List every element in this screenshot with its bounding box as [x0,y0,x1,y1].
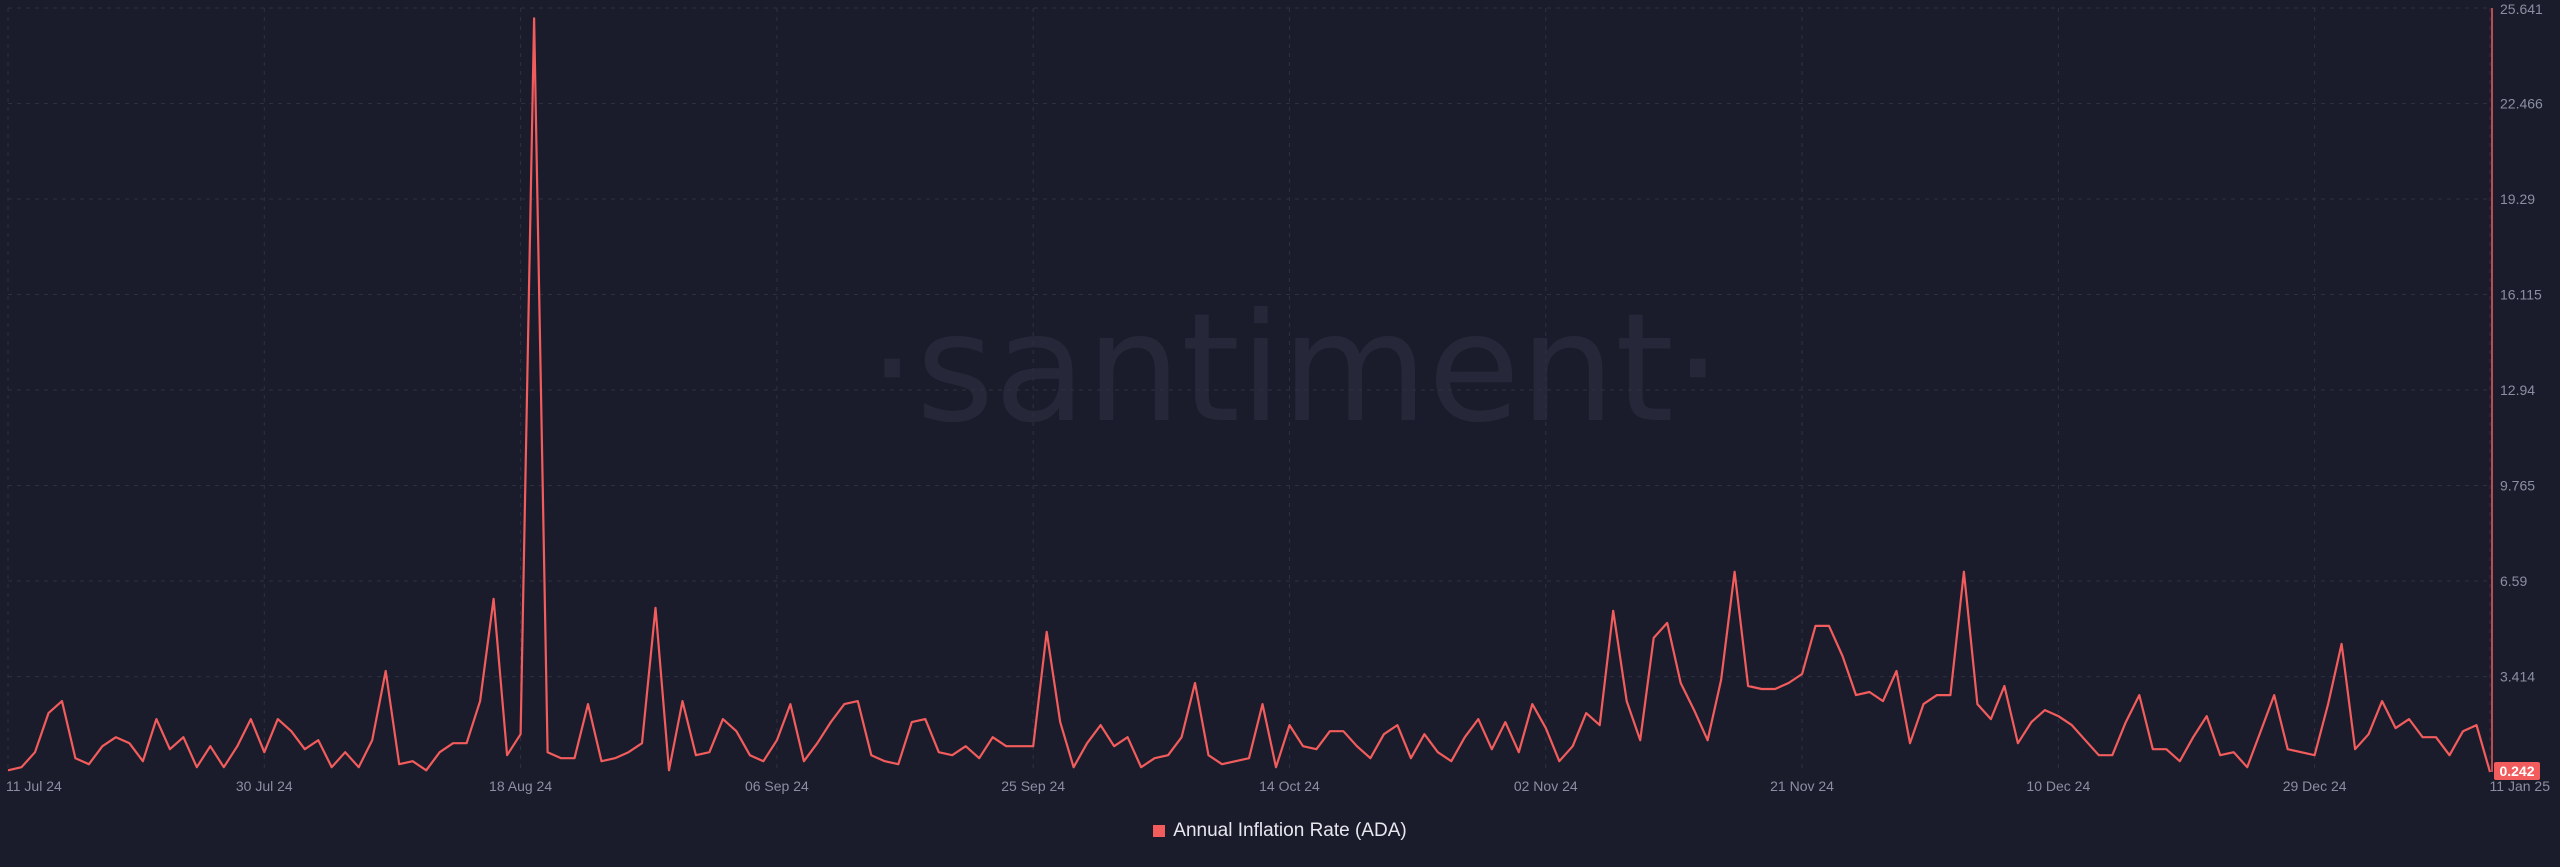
y-tick-label: 12.94 [2500,382,2535,398]
y-axis-tick-labels: 25.641 22.466 19.29 16.115 12.94 9.765 6.59 3.4… [2500,1,2543,685]
x-tick-label: 18 Aug 24 [489,778,552,794]
legend: Annual Inflation Rate (ADA) [0,820,2560,842]
series-line-annual-inflation-rate [7,17,2492,773]
x-tick-label: 21 Nov 24 [1770,778,1834,794]
y-tick-label: 9.765 [2500,478,2535,494]
y-tick-label: 6.59 [2500,573,2527,589]
x-tick-label: 30 Jul 24 [236,778,293,794]
x-axis-tick-labels: 11 Jul 24 30 Jul 24 18 Aug 24 06 Sep 24 25 S… [6,778,2550,794]
x-tick-label: 10 Dec 24 [2026,778,2090,794]
last-value-badge: 0.242 [2494,762,2540,780]
x-tick-label: 06 Sep 24 [745,778,809,794]
x-tick-label: 02 Nov 24 [1514,778,1578,794]
y-tick-label: 25.641 [2500,1,2543,17]
y-tick-label: 16.115 [2500,287,2542,303]
legend-item[interactable]: Annual Inflation Rate (ADA) [1153,820,1407,842]
y-tick-label: 3.414 [2500,669,2535,685]
legend-label: Annual Inflation Rate (ADA) [1173,820,1407,841]
last-value-label: 0.242 [2499,763,2534,779]
legend-swatch [1153,825,1166,837]
santiment-watermark: ·santiment· [868,282,1721,456]
x-tick-label: 11 Jul 24 [6,778,62,794]
x-tick-label: 11 Jan 25 [2490,778,2551,794]
x-tick-label: 25 Sep 24 [1001,778,1065,794]
y-tick-label: 22.466 [2500,96,2543,112]
y-tick-label: 19.29 [2500,191,2535,207]
x-tick-label: 29 Dec 24 [2283,778,2347,794]
x-tick-label: 14 Oct 24 [1259,778,1320,794]
